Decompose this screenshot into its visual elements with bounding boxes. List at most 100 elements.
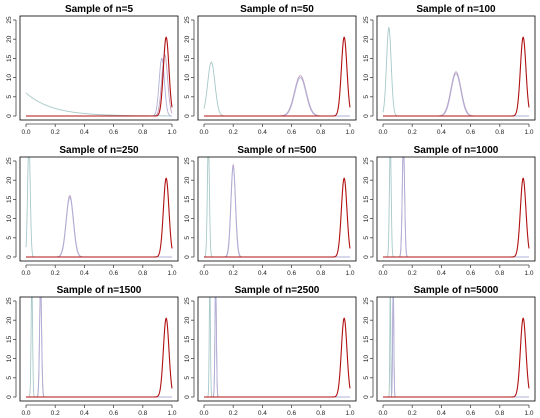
y-tick-label: 0 — [6, 255, 13, 259]
x-tick-label: 0.8 — [495, 129, 504, 136]
x-tick-label: 0.0 — [199, 270, 208, 277]
y-tick-label: 15 — [6, 335, 13, 343]
y-tick-label: 25 — [363, 157, 370, 165]
y-tick-label: 15 — [184, 335, 191, 343]
y-tick-label: 5 — [184, 236, 191, 240]
y-tick-label: 15 — [363, 195, 370, 203]
y-tick-label: 25 — [184, 157, 191, 165]
x-tick-label: 0.8 — [316, 270, 325, 277]
x-tick-label: 0.0 — [199, 410, 208, 417]
x-tick-label: 0.6 — [466, 129, 475, 136]
x-tick-label: 0.2 — [51, 129, 60, 136]
series-line-4 — [26, 36, 173, 117]
x-tick-label: 0.0 — [21, 410, 30, 417]
y-tick-label: 0 — [6, 395, 13, 399]
x-tick-label: 0.0 — [21, 129, 30, 136]
y-tick-label: 10 — [184, 215, 191, 223]
x-tick-label: 0.4 — [437, 410, 446, 417]
x-tick-label: 0.6 — [109, 129, 118, 136]
series-line-3 — [26, 57, 173, 117]
panel-1: Sample of n=5 0.0 0.2 0.4 0.6 0.8 1.0 0 5 10 15 20 2… — [6, 4, 179, 136]
y-tick-label: 20 — [184, 35, 191, 43]
x-tick-label: 0.6 — [109, 410, 118, 417]
panel-3: Sample of n=100 0.0 0.2 0.4 0.6 0.8 1.0 0 5 10 15 2… — [363, 4, 536, 136]
panel-title: Sample of n=500 — [237, 145, 317, 156]
x-tick-label: 0.4 — [258, 129, 267, 136]
x-tick-label: 0.6 — [466, 270, 475, 277]
x-tick-label: 0.4 — [437, 270, 446, 277]
series-line-1 — [203, 61, 350, 117]
panel-title: Sample of n=2500 — [235, 285, 320, 296]
y-tick-label: 5 — [363, 95, 370, 99]
x-tick-label: 1.0 — [167, 129, 176, 136]
x-tick-label: 0.2 — [51, 270, 60, 277]
x-tick-label: 0.0 — [21, 270, 30, 277]
panel-7: Sample of n=1500 0.0 0.2 0.4 0.6 0.8 1.0 0 5 10 15… — [6, 285, 179, 417]
x-tick-label: 0.8 — [138, 270, 147, 277]
series-line-3 — [204, 77, 350, 117]
x-tick-label: 0.2 — [229, 129, 238, 136]
y-tick-label: 10 — [363, 355, 370, 363]
x-tick-label: 0.2 — [408, 410, 417, 417]
plot-frame — [376, 15, 536, 121]
y-tick-label: 0 — [363, 395, 370, 399]
x-tick-label: 0.4 — [437, 129, 446, 136]
panel-2: Sample of n=50 0.0 0.2 0.4 0.6 0.8 1.0 0 5 10 15 20… — [184, 4, 357, 136]
x-tick-label: 0.0 — [378, 410, 387, 417]
plot-frame — [376, 296, 536, 402]
x-tick-label: 0.6 — [287, 129, 296, 136]
series-line-4 — [383, 317, 530, 398]
series-line-1 — [25, 92, 172, 117]
y-tick-label: 5 — [363, 376, 370, 380]
x-tick-label: 1.0 — [167, 270, 176, 277]
x-tick-label: 1.0 — [345, 129, 354, 136]
panel-8: Sample of n=2500 0.0 0.2 0.4 0.6 0.8 1.0 0 5 10 15… — [184, 285, 357, 417]
panel-6: Sample of n=1000 0.0 0.2 0.4 0.6 0.8 1.0 0 5 10 15… — [363, 145, 536, 277]
series-line-3 — [26, 297, 172, 398]
x-tick-label: 0.8 — [495, 270, 504, 277]
y-tick-label: 0 — [184, 114, 191, 118]
x-tick-label: 0.6 — [109, 270, 118, 277]
series-line-1 — [25, 157, 172, 258]
x-tick-label: 1.0 — [524, 270, 533, 277]
panel-9: Sample of n=5000 0.0 0.2 0.4 0.6 0.8 1.0 0 5 10 15… — [363, 285, 536, 417]
y-tick-label: 15 — [6, 54, 13, 62]
y-tick-label: 0 — [6, 114, 13, 118]
y-tick-label: 20 — [6, 35, 13, 43]
plot-frame — [197, 156, 357, 262]
series-line-3 — [204, 165, 350, 258]
panel-title: Sample of n=1000 — [414, 145, 499, 156]
x-tick-label: 0.2 — [408, 270, 417, 277]
series-line-4 — [26, 177, 173, 258]
series-line-2 — [26, 53, 173, 117]
x-tick-label: 0.2 — [229, 410, 238, 417]
series-line-4 — [204, 36, 351, 117]
x-tick-label: 0.2 — [51, 410, 60, 417]
y-tick-label: 20 — [184, 176, 191, 184]
plot-frame — [19, 156, 179, 262]
x-tick-label: 1.0 — [524, 129, 533, 136]
plot-frame — [376, 156, 536, 262]
x-tick-label: 0.4 — [80, 410, 89, 417]
x-tick-label: 0.4 — [80, 129, 89, 136]
x-tick-label: 0.8 — [316, 410, 325, 417]
plot-frame — [197, 296, 357, 402]
series-line-3 — [383, 157, 529, 258]
y-tick-label: 5 — [6, 236, 13, 240]
panel-title: Sample of n=250 — [59, 145, 139, 156]
series-line-4 — [383, 177, 530, 258]
series-line-4 — [26, 317, 173, 398]
y-tick-label: 0 — [184, 255, 191, 259]
series-line-4 — [204, 317, 351, 398]
panel-title: Sample of n=50 — [240, 4, 314, 15]
y-tick-label: 25 — [363, 297, 370, 305]
series-line-1 — [383, 297, 529, 398]
series-line-2 — [204, 75, 350, 117]
series-line-1 — [204, 297, 350, 398]
series-line-2 — [383, 71, 529, 117]
x-tick-label: 1.0 — [167, 410, 176, 417]
y-tick-label: 20 — [6, 176, 13, 184]
plot-frame — [19, 296, 179, 402]
x-tick-label: 0.2 — [229, 270, 238, 277]
series-line-2 — [383, 297, 529, 398]
